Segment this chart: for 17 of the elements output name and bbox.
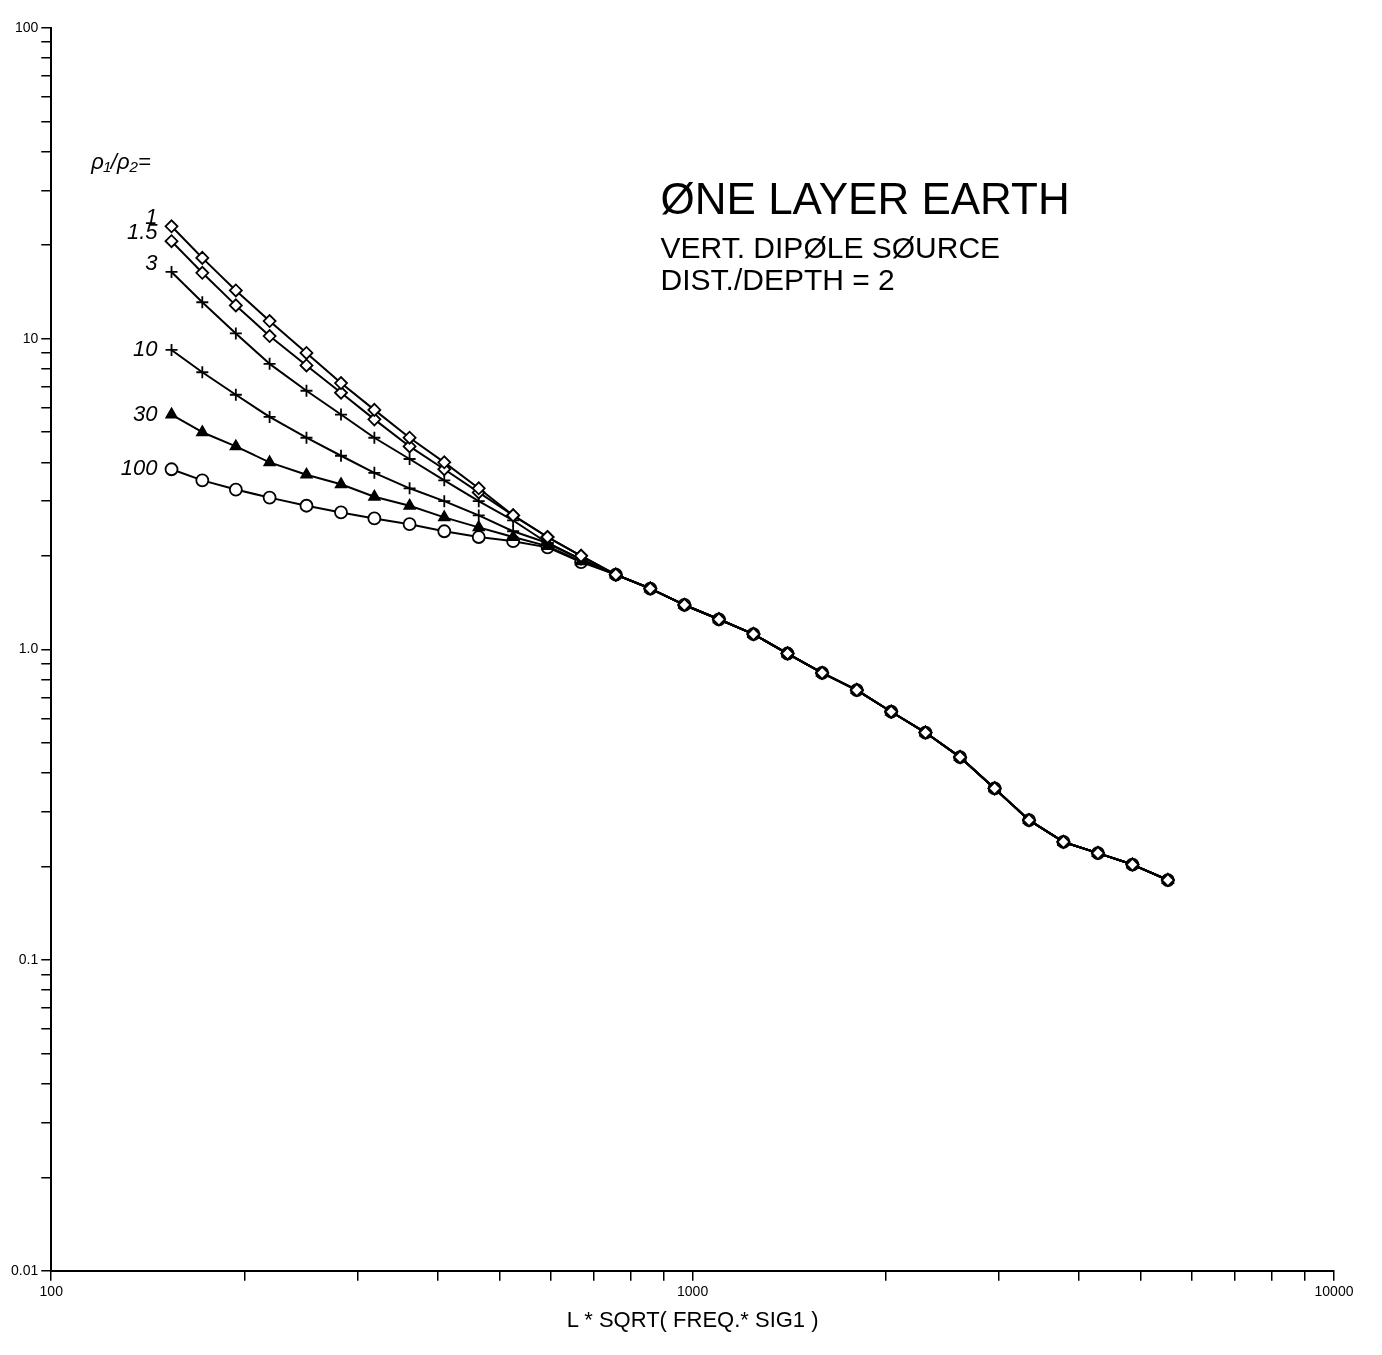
series-label: 30 xyxy=(133,400,159,426)
y-tick-label: 0.01 xyxy=(11,1261,39,1278)
y-tick-label: 1.0 xyxy=(18,640,39,657)
x-axis-title: L * SQRT( FREQ.* SIG1 ) xyxy=(566,1306,819,1332)
x-tick-label: 1000 xyxy=(677,1283,709,1300)
text: VERT. DIPØLE SØURCE xyxy=(660,231,1001,265)
series-label: 100 xyxy=(120,455,159,481)
text: ØNE LAYER EARTH xyxy=(660,174,1070,224)
x-tick-label: 100 xyxy=(39,1283,64,1300)
legend-title: ρ₁/ρ₂= xyxy=(90,149,151,175)
y-tick-label: 10 xyxy=(22,329,39,346)
x-tick-label: 10000 xyxy=(1314,1283,1354,1300)
series-label: 3 xyxy=(145,250,159,276)
series-label: 10 xyxy=(133,336,159,362)
y-tick-label: 100 xyxy=(14,18,39,35)
annotation: DIST./DEPTH = 2 xyxy=(660,263,895,297)
y-tick-label: 0.1 xyxy=(18,950,39,967)
